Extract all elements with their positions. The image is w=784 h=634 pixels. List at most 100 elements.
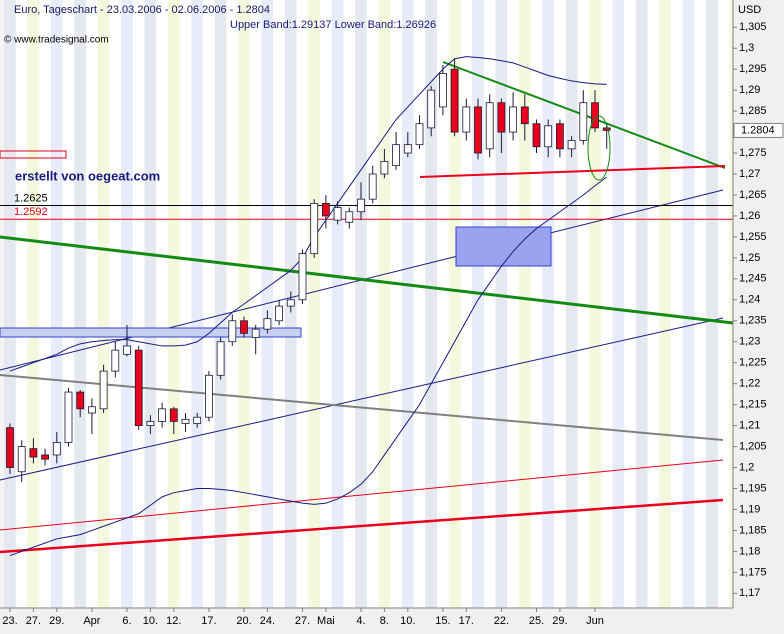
candle-body [450, 68, 459, 133]
x-tick-label: 27. [295, 615, 310, 627]
y-tick-label: 1,235 [739, 315, 767, 327]
stripe [249, 0, 262, 608]
stripe [682, 0, 695, 608]
stripe [483, 0, 496, 608]
level-label: 1.2592 [14, 206, 48, 218]
stripe [671, 0, 683, 608]
candle-body [216, 341, 225, 376]
y-tick-label: 1,285 [739, 105, 767, 117]
x-tick-label: 25. [529, 615, 544, 627]
candle-body [17, 446, 26, 473]
y-tick-label: 1,295 [739, 63, 767, 75]
candle-body [520, 106, 529, 125]
x-tick-label: 8. [380, 615, 389, 627]
stripe [694, 0, 707, 608]
y-tick-label: 1,3 [739, 42, 754, 54]
stripe [214, 0, 227, 608]
x-tick-label: 10. [400, 615, 415, 627]
candle-body [146, 421, 155, 426]
stripe [530, 0, 543, 608]
candle-body [380, 161, 389, 175]
candle-body [251, 328, 260, 338]
stripe [624, 0, 636, 608]
stripe [589, 0, 601, 608]
candle-body [29, 448, 38, 458]
x-tick-label: 17. [201, 615, 216, 627]
stripe [612, 0, 625, 608]
stripe [729, 0, 733, 608]
stripe [39, 0, 51, 608]
stripe [635, 0, 648, 608]
y-tick-label: 1,245 [739, 273, 767, 285]
stripe [331, 0, 344, 608]
y-tick-label: 1,29 [739, 84, 760, 96]
chart-title: Euro, Tageschart - 23.03.2006 - 02.06.20… [14, 4, 270, 16]
stripe [460, 0, 473, 608]
y-tick-label: 1,265 [739, 189, 767, 201]
candle-body [275, 305, 284, 322]
y-tick-label: 1,275 [739, 147, 767, 159]
y-tick-label: 1,255 [739, 231, 767, 243]
x-tick-label: 10. [143, 615, 158, 627]
stripe [50, 0, 63, 608]
x-tick-label: 6. [122, 615, 131, 627]
trend-line [419, 165, 726, 178]
y-tick-label: 1,2 [739, 461, 754, 473]
trend-line [0, 459, 724, 531]
trend-line [0, 235, 734, 325]
y-tick-label: 1,26 [739, 210, 760, 222]
y-tick-label: 1,25 [739, 252, 760, 264]
x-tick-label: 4. [356, 615, 365, 627]
candle-body [579, 102, 588, 141]
x-tick-label: 12. [166, 615, 181, 627]
y-tick-label: 1,175 [739, 566, 767, 578]
x-tick-label: 24. [260, 615, 275, 627]
x-tick-label: 15. [435, 615, 450, 627]
last-price-box [733, 122, 784, 138]
y-tick-label: 1,22 [739, 378, 760, 390]
candle-body [392, 144, 401, 167]
stripe [62, 0, 75, 608]
y-tick-label: 1,305 [739, 21, 767, 33]
stripe [448, 0, 461, 608]
candle-body [181, 418, 190, 424]
x-tick-label: Jun [586, 615, 604, 627]
candle-body [158, 408, 167, 422]
x-axis-panel [0, 608, 784, 634]
stripe [343, 0, 356, 608]
y-tick-label: 1,205 [739, 440, 767, 452]
candle-body [462, 106, 471, 133]
stripe [366, 0, 379, 608]
trend-line [0, 374, 724, 441]
x-tick-label: 29. [552, 615, 567, 627]
stripe [355, 0, 367, 608]
x-tick-label: 27. [26, 615, 41, 627]
trend-line [0, 498, 724, 554]
candle-body [333, 207, 342, 221]
candle-body [64, 391, 73, 443]
candle-body [111, 349, 120, 372]
x-tick-label: Apr [83, 615, 100, 627]
zone-box [0, 150, 67, 159]
y-axis-panel [733, 0, 784, 634]
stripe [226, 0, 239, 608]
stripe [413, 0, 426, 608]
trend-line [0, 317, 724, 481]
candle-body [240, 320, 248, 334]
x-tick-label: 17. [459, 615, 474, 627]
stripe [600, 0, 613, 608]
stripe [74, 0, 87, 608]
stripe [27, 0, 40, 608]
candle-body [544, 125, 553, 148]
candle-body [497, 102, 506, 133]
y-tick-label: 1,215 [739, 399, 767, 411]
candle-body [357, 198, 365, 213]
stripe [659, 0, 672, 608]
highlight-ellipse [587, 115, 611, 181]
candle-body [345, 211, 354, 223]
stripe [97, 0, 110, 608]
y-tick-label: 1,27 [739, 168, 760, 180]
marks: 1.2625 1.2592 [0, 56, 733, 557]
y-tick-label: 1,18 [739, 545, 760, 557]
stripe [156, 0, 168, 608]
